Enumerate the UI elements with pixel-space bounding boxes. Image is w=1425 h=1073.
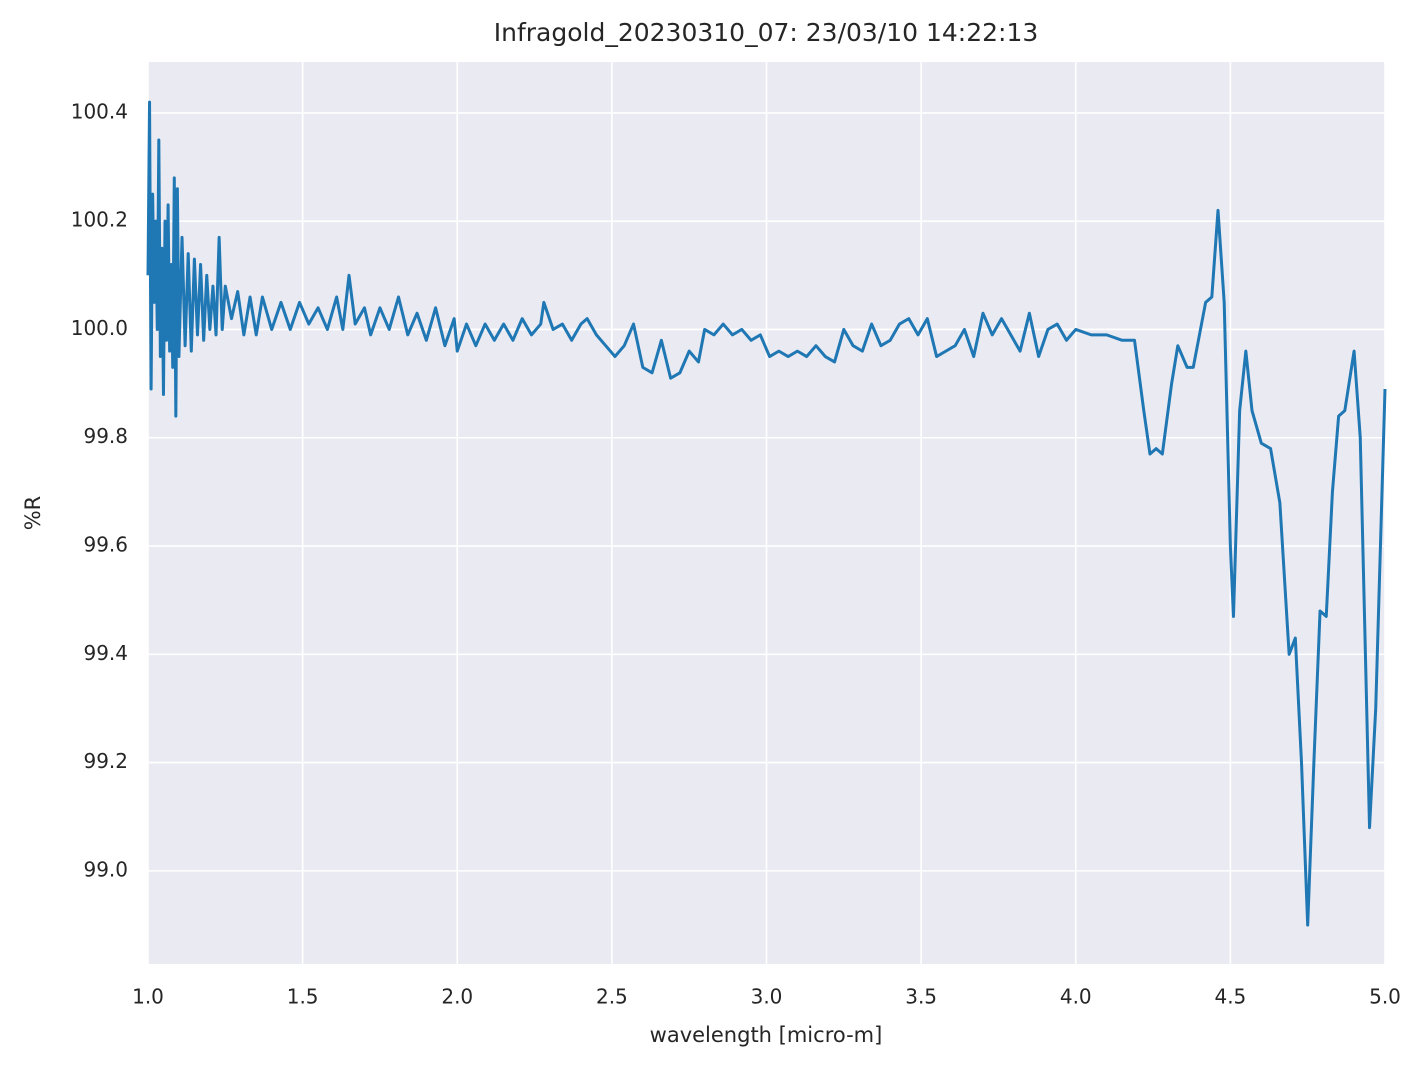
x-tick-label: 2.5	[596, 985, 628, 1009]
x-tick-label: 5.0	[1369, 985, 1401, 1009]
x-tick-label: 3.5	[905, 985, 937, 1009]
x-tick-label: 2.0	[441, 985, 473, 1009]
x-tick-label: 1.5	[287, 985, 319, 1009]
y-tick-label: 99.0	[83, 857, 128, 881]
chart-title: Infragold_20230310_07: 23/03/10 14:22:13	[494, 18, 1039, 47]
x-tick-label: 4.0	[1060, 985, 1092, 1009]
x-axis-label: wavelength [micro-m]	[650, 1023, 883, 1047]
x-tick-label: 4.5	[1214, 985, 1246, 1009]
x-tick-label: 3.0	[751, 985, 783, 1009]
marks	[146, 100, 1387, 927]
x-tick-label: 1.0	[132, 985, 164, 1009]
y-tick-label: 99.8	[83, 424, 128, 448]
y-tick-label: 100.2	[71, 208, 128, 232]
y-tick-label: 100.4	[71, 99, 128, 123]
y-tick-label: 99.6	[83, 533, 128, 557]
y-tick-label: 99.2	[83, 749, 128, 773]
y-axis-label: %R	[21, 496, 45, 531]
y-tick-label: 99.4	[83, 641, 128, 665]
y-tick-label: 100.0	[71, 316, 128, 340]
data-line	[146, 100, 1387, 927]
